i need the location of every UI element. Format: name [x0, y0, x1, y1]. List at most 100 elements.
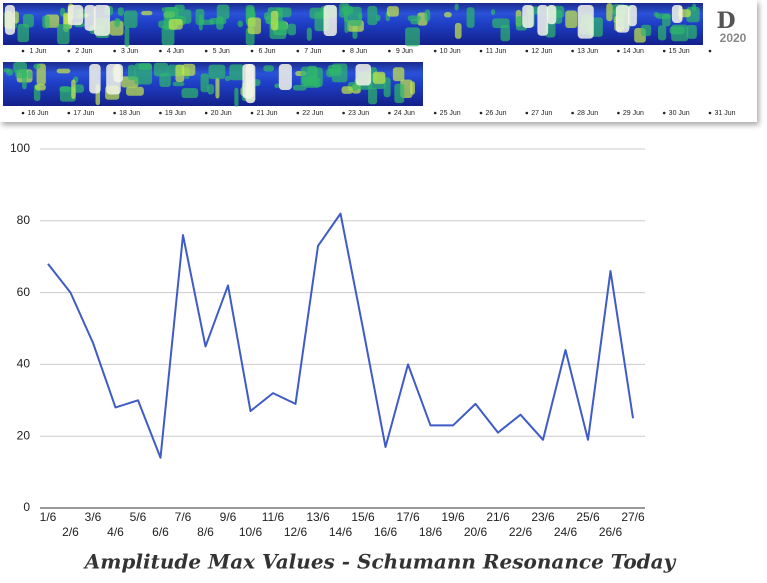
spectrogram-peak — [537, 5, 549, 36]
spectrogram-blob — [27, 70, 33, 79]
date-dot — [159, 49, 162, 53]
spectrogram-blob — [234, 87, 239, 107]
date-label: 20 Jun — [211, 110, 232, 117]
spectrogram-blob — [292, 84, 307, 91]
spectrogram-blob — [22, 14, 34, 28]
x-tick-label: 19/6 — [441, 510, 465, 524]
date-dot — [388, 111, 391, 115]
spectrogram-peak — [355, 64, 372, 86]
spectrogram-blob — [237, 20, 244, 28]
x-tick-label: 12/6 — [284, 525, 308, 539]
spectrogram-blob — [168, 18, 183, 30]
date-label: 28 Jun — [577, 110, 598, 117]
date-dot — [159, 111, 162, 115]
spectrogram-blob — [375, 14, 381, 22]
spectrogram-peak — [89, 64, 101, 94]
x-tick-label: 27/6 — [621, 510, 645, 524]
x-tick-label: 16/6 — [374, 525, 398, 539]
spectrogram-blob — [367, 6, 378, 26]
date-dot — [67, 49, 71, 53]
x-tick-label: 21/6 — [486, 510, 510, 524]
spectrogram-blob — [565, 10, 578, 29]
spectrogram-blob — [159, 73, 171, 88]
date-dot — [617, 111, 620, 115]
date-label: 9 Jun — [396, 48, 413, 55]
date-dot — [342, 111, 345, 115]
spectrogram-blob — [36, 63, 46, 86]
spectrogram-blob — [444, 12, 452, 18]
spectrogram-blob — [172, 81, 185, 87]
date-label: 5 Jun — [213, 48, 230, 55]
x-tick-label: 18/6 — [419, 525, 443, 539]
spectrogram-blob — [263, 12, 271, 21]
x-tick-label: 25/6 — [576, 510, 600, 524]
date-dot — [21, 49, 25, 53]
spectrogram-row: 16 Jun 17 Jun 18 Jun 19 Jun 20 Jun 21 Jun 22 J… — [3, 62, 736, 117]
spectrogram-peak — [4, 5, 16, 35]
spectrogram-blob — [386, 6, 399, 17]
spectrogram-blob — [138, 63, 152, 70]
date-dot — [662, 111, 666, 115]
spectrogram-blob — [42, 15, 50, 29]
date-label: 7 Jun — [304, 48, 321, 55]
spectrogram-blob — [466, 7, 475, 28]
x-tick-label: 23/6 — [531, 510, 555, 524]
date-label: 11 Jun — [486, 48, 507, 55]
x-tick-label: 15/6 — [351, 510, 375, 524]
date-dot — [204, 49, 208, 53]
y-tick-label: 80 — [17, 213, 31, 227]
x-tick-label: 14/6 — [329, 525, 353, 539]
spectrogram-blob — [57, 24, 70, 45]
date-label: 12 Jun — [531, 48, 552, 55]
spectrogram-blob — [263, 65, 274, 72]
spectrogram-peak — [671, 5, 683, 24]
date-dot — [250, 49, 254, 53]
spectrogram-blob — [341, 86, 353, 94]
spectrogram-peak — [278, 64, 292, 91]
spectrogram-blob — [410, 81, 416, 95]
x-tick-label: 10/6 — [239, 525, 263, 539]
x-tick-label: 11/6 — [262, 510, 285, 524]
spectrogram-blob — [394, 83, 405, 104]
spectrogram-blob — [182, 63, 196, 76]
spectrogram-peak — [577, 5, 594, 39]
spectrogram-blob — [392, 67, 405, 82]
data-line — [47, 212, 634, 459]
x-tick-label: 1/6 — [40, 510, 57, 524]
spectrogram-blob — [410, 18, 420, 25]
date-dot — [296, 111, 300, 115]
spectrogram-blob — [181, 88, 199, 98]
date-dot — [433, 49, 437, 53]
x-tick-label: 13/6 — [306, 510, 330, 524]
spectrogram-blob — [207, 84, 215, 95]
date-label: 27 Jun — [531, 110, 552, 117]
spectrogram-blob — [33, 63, 41, 70]
spectrogram-blob — [124, 10, 138, 28]
date-label: 10 Jun — [440, 48, 461, 55]
spectrogram-blob — [216, 4, 230, 20]
spectrogram-blob — [127, 64, 136, 81]
spectrogram-blob — [606, 3, 613, 22]
spectrogram-blob — [215, 77, 220, 99]
spectrogram-blob — [6, 68, 14, 76]
spectrogram-blob — [71, 79, 76, 100]
y-tick-label: 20 — [17, 428, 31, 442]
date-dot — [21, 111, 25, 115]
x-tick-label: 22/6 — [509, 525, 533, 539]
date-label: 13 Jun — [577, 48, 598, 55]
spectrogram-peak — [546, 5, 557, 25]
spectrogram-blob — [114, 17, 120, 28]
x-tick-label: 7/6 — [175, 510, 192, 524]
date-dot — [388, 49, 391, 53]
spectrogram-blob — [274, 83, 280, 89]
date-dot — [67, 111, 71, 115]
spectrogram-blob — [174, 4, 185, 11]
date-label: 3 Jun — [121, 48, 138, 55]
date-label: 21 Jun — [256, 110, 277, 117]
spectrogram-blob — [686, 24, 697, 39]
spectrogram-blob — [117, 7, 124, 16]
spectrogram-blob — [247, 17, 261, 35]
y-tick-label: 0 — [23, 500, 30, 514]
date-dot — [296, 49, 300, 53]
y-tick-label: 40 — [17, 357, 31, 371]
